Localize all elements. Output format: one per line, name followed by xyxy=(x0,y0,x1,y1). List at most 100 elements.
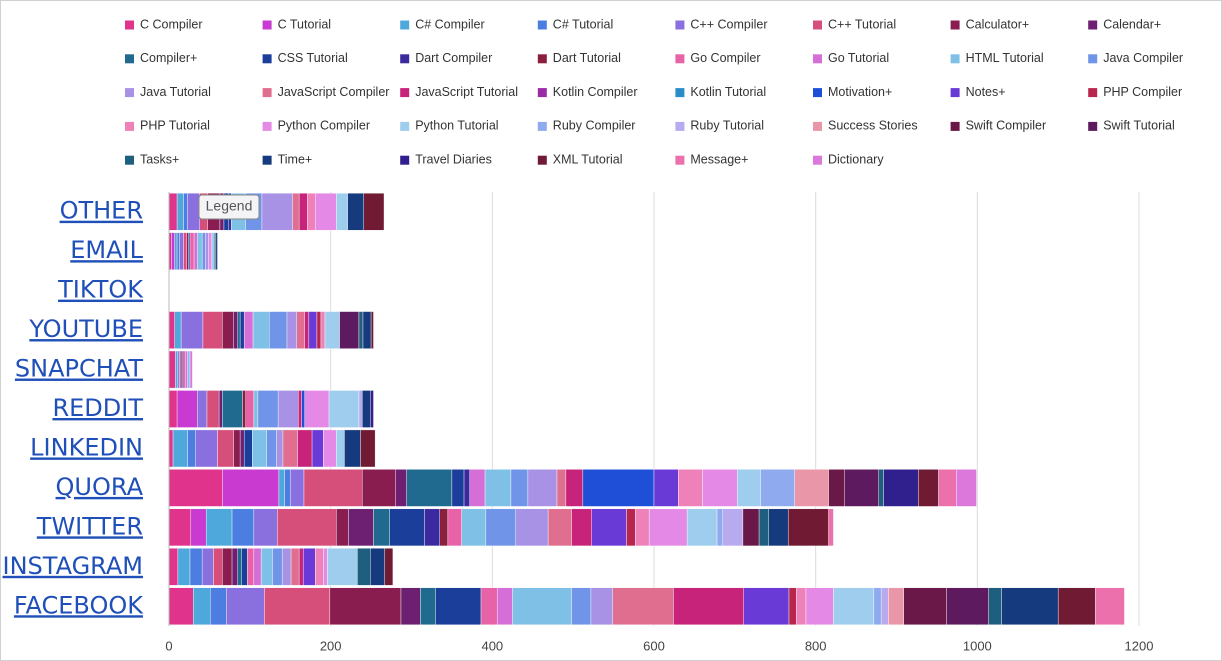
legend-label: Message+ xyxy=(690,152,748,166)
bar-segment xyxy=(197,232,203,270)
category-label: OTHER xyxy=(60,197,143,225)
bar-segment xyxy=(189,548,203,586)
bar-segment xyxy=(193,232,198,270)
bar-segment xyxy=(556,469,567,507)
legend-label: C# Tutorial xyxy=(553,17,613,31)
bar-segment xyxy=(174,232,178,270)
bar-segment xyxy=(307,192,316,231)
bar-segment xyxy=(496,587,513,626)
bar-segment xyxy=(184,350,188,389)
bar-segment xyxy=(286,311,297,349)
category-label: TWITTER xyxy=(36,512,143,540)
bar-segment xyxy=(833,587,875,626)
bar-segment xyxy=(571,587,592,626)
legend-swatch xyxy=(950,121,960,131)
bar-segment xyxy=(290,469,305,507)
bar-segment xyxy=(245,390,255,428)
bar-segment xyxy=(206,390,220,428)
bar-segment xyxy=(400,587,421,626)
bar-segment xyxy=(794,469,829,507)
bar-segment xyxy=(737,469,761,507)
bar-segment xyxy=(168,192,178,231)
bar-segment xyxy=(938,469,957,507)
legend-swatch xyxy=(537,88,547,98)
legend-label: CSS Tutorial xyxy=(278,51,348,65)
bar-segment xyxy=(389,508,425,547)
legend-label: Travel Diaries xyxy=(415,152,492,166)
bar-segment xyxy=(205,232,209,270)
legend-label: Ruby Compiler xyxy=(553,119,636,133)
bar-segment xyxy=(168,548,179,586)
bar-segment xyxy=(805,587,834,626)
bar-segment xyxy=(253,508,278,547)
bar-segment xyxy=(222,548,233,586)
tooltip-box xyxy=(198,194,260,220)
bar-segment xyxy=(828,469,845,507)
bar-segment xyxy=(292,192,300,231)
bar-segment xyxy=(463,469,470,507)
bar-segment xyxy=(243,311,254,349)
x-tick-label: 1000 xyxy=(963,638,992,653)
bar-segment xyxy=(187,192,200,231)
bar-segment xyxy=(195,429,218,468)
bar-segment xyxy=(218,390,223,428)
bar-segment xyxy=(878,469,884,507)
bar-segment xyxy=(315,548,324,586)
bar-segment xyxy=(883,469,919,507)
legend-label: C Tutorial xyxy=(278,17,332,31)
bar-segment xyxy=(302,548,316,586)
bar-segment xyxy=(264,587,331,626)
bar-segment xyxy=(179,232,184,270)
bar-segment xyxy=(370,311,374,349)
bar-segment xyxy=(336,429,345,468)
bar-segment xyxy=(787,508,829,547)
bar-segment xyxy=(176,390,198,428)
legend-label: Swift Tutorial xyxy=(1103,119,1175,133)
legend-swatch xyxy=(675,155,685,165)
legend-swatch xyxy=(125,54,134,64)
legend-label: Python Tutorial xyxy=(415,119,498,133)
bar-segment xyxy=(362,311,372,349)
legend-swatch xyxy=(537,121,547,131)
bar-segment xyxy=(323,548,328,586)
bar-segment xyxy=(788,587,797,626)
legend-label: Motivation+ xyxy=(828,85,892,99)
bar-segment xyxy=(590,587,613,626)
bar-segment xyxy=(253,548,262,586)
bar-segment xyxy=(686,508,718,547)
bar-segment xyxy=(187,429,196,468)
legend-swatch xyxy=(262,88,272,98)
bar-segment xyxy=(183,192,188,231)
bar-segment xyxy=(301,390,306,428)
bar-segment xyxy=(743,587,790,626)
x-tick-label: 0 xyxy=(165,638,172,653)
legend-label: Notes+ xyxy=(966,85,1006,99)
bar-segment xyxy=(324,311,340,349)
bar-segment xyxy=(182,350,186,389)
bar-segment xyxy=(796,587,807,626)
bar-segment xyxy=(1001,587,1059,626)
legend-label: PHP Compiler xyxy=(1103,85,1182,99)
bar-segment xyxy=(193,587,211,626)
bar-segment xyxy=(211,232,215,270)
bar-segment xyxy=(327,548,358,586)
bar-segment xyxy=(308,311,318,349)
legend-label: Go Compiler xyxy=(690,51,760,65)
bar-segment xyxy=(347,192,365,231)
bar-segment xyxy=(231,548,238,586)
bar-segment xyxy=(242,390,246,428)
bar-segment xyxy=(461,508,487,547)
bar-segment xyxy=(168,587,194,626)
bar-segment xyxy=(252,429,268,468)
bar-segment xyxy=(197,390,208,428)
bar-segment xyxy=(187,350,191,389)
legend-label: Java Tutorial xyxy=(140,85,211,99)
legend-swatch xyxy=(813,88,822,98)
legend-label: JavaScript Tutorial xyxy=(415,85,518,99)
bar-segment xyxy=(189,232,195,270)
bar-segment xyxy=(186,232,189,270)
bar-segment xyxy=(222,390,243,428)
legend-label: Dictionary xyxy=(828,152,884,166)
legend-label: Time+ xyxy=(278,152,313,166)
bar-segment xyxy=(336,192,348,231)
